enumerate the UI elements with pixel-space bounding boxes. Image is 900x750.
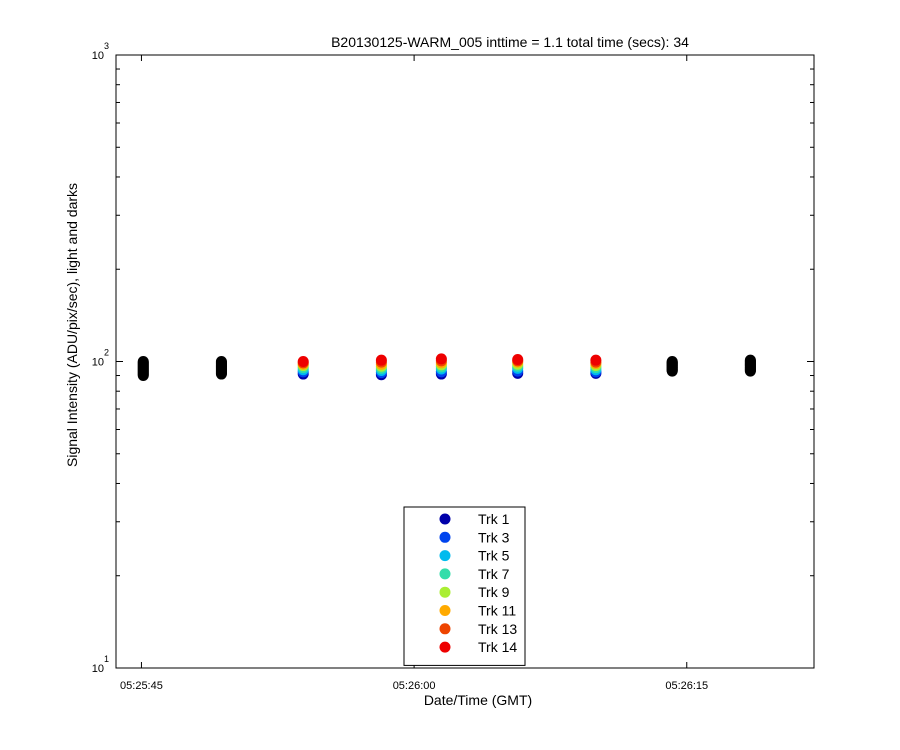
y-tick-exponent: 1 bbox=[104, 654, 109, 664]
legend-label: Trk 13 bbox=[478, 621, 517, 637]
legend-label: Trk 3 bbox=[478, 529, 510, 545]
track-point bbox=[375, 354, 387, 366]
y-tick-label: 10 bbox=[92, 357, 104, 369]
legend-label: Trk 1 bbox=[478, 511, 510, 527]
track-point bbox=[590, 354, 602, 366]
dark-point bbox=[666, 365, 678, 377]
dark-point bbox=[744, 365, 756, 377]
legend: Trk 1 Trk 3 Trk 5 Trk 7 Trk 9 Trk 11 Trk 13 Trk… bbox=[403, 506, 526, 666]
legend-marker bbox=[439, 605, 451, 616]
legend-label: Trk 7 bbox=[478, 566, 510, 582]
y-tick-exponent: 2 bbox=[104, 348, 109, 358]
legend-label: Trk 14 bbox=[478, 639, 517, 655]
y-tick-exponent: 3 bbox=[104, 41, 109, 51]
legend-marker bbox=[439, 513, 451, 525]
x-tick-label: 05:26:00 bbox=[393, 680, 436, 692]
y-axis-label: Signal Intensity (ADU/pix/sec), light an… bbox=[64, 183, 80, 467]
x-axis-label: Date/Time (GMT) bbox=[424, 692, 532, 708]
track-point bbox=[297, 356, 309, 367]
legend-marker bbox=[439, 568, 451, 580]
dark-point bbox=[137, 370, 149, 382]
legend-marker bbox=[439, 586, 451, 598]
legend-label: Trk 9 bbox=[478, 584, 510, 600]
legend-marker bbox=[439, 623, 451, 635]
chart-title: B20130125-WARM_005 inttime = 1.1 total t… bbox=[331, 34, 689, 50]
y-tick-label: 10 bbox=[92, 663, 104, 675]
legend-marker bbox=[439, 550, 451, 562]
data-markers bbox=[137, 353, 756, 382]
x-tick-label: 05:26:15 bbox=[665, 680, 708, 692]
y-tick-label: 10 bbox=[92, 50, 104, 62]
dark-point bbox=[215, 368, 227, 380]
legend-marker bbox=[439, 531, 451, 543]
legend-label: Trk 5 bbox=[478, 548, 510, 564]
legend-label: Trk 11 bbox=[478, 603, 516, 619]
track-point bbox=[512, 354, 524, 366]
legend-marker bbox=[439, 641, 451, 653]
x-tick-label: 05:25:45 bbox=[120, 680, 163, 692]
x-axis: 05:25:45 05:26:00 05:26:15 bbox=[120, 55, 708, 692]
track-point bbox=[435, 353, 447, 365]
legend-box bbox=[403, 506, 526, 666]
